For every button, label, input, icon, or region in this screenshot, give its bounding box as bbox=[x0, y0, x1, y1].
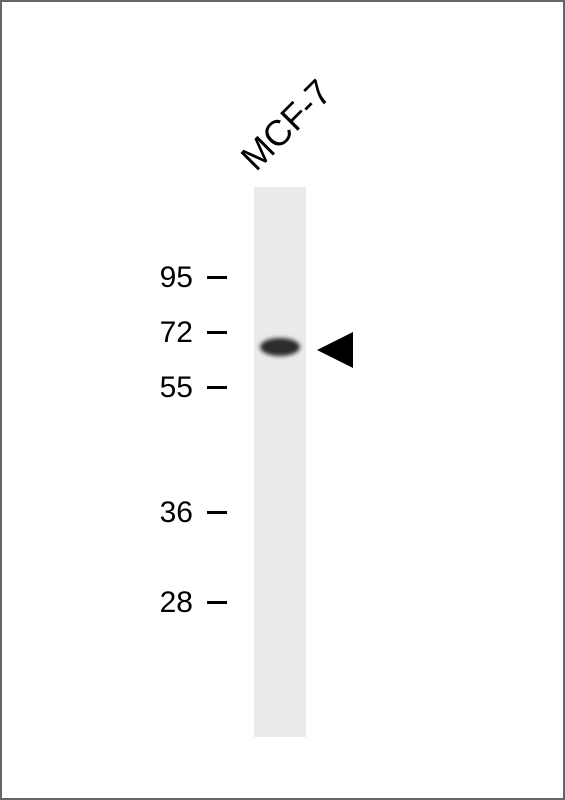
lane-strip bbox=[254, 187, 306, 737]
arrowhead-icon bbox=[317, 332, 353, 368]
mw-label: 55 bbox=[160, 371, 193, 405]
mw-tick bbox=[207, 511, 227, 514]
mw-label: 36 bbox=[160, 496, 193, 530]
blot-figure: MCF-7 95 72 55 36 28 bbox=[0, 0, 565, 800]
protein-band bbox=[260, 338, 300, 356]
mw-tick bbox=[207, 386, 227, 389]
mw-label: 28 bbox=[160, 586, 193, 620]
mw-tick bbox=[207, 276, 227, 279]
mw-tick bbox=[207, 331, 227, 334]
mw-label: 72 bbox=[160, 316, 193, 350]
lane-label: MCF-7 bbox=[192, 30, 340, 178]
mw-tick bbox=[207, 601, 227, 604]
mw-label: 95 bbox=[160, 261, 193, 295]
